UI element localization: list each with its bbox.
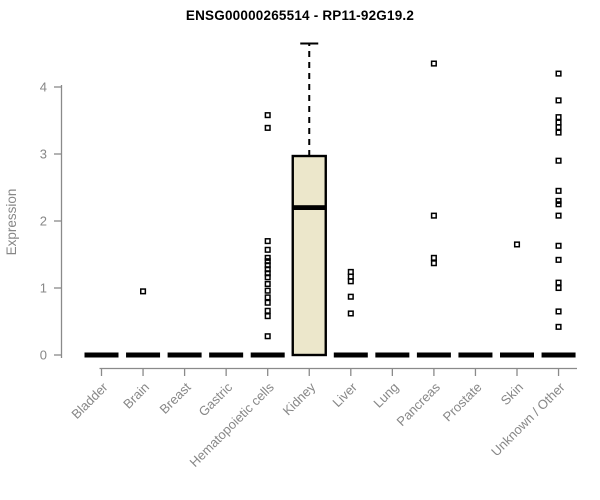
outlier-point-pancreas (430, 260, 437, 267)
outlier-point-unknown-other (555, 201, 562, 208)
y-tick-label-2: 2 (40, 214, 47, 229)
outlier-point-skin (513, 241, 521, 248)
outlier-point-unknown-other (555, 197, 562, 204)
collapsed-box-lung (375, 352, 410, 358)
collapsed-box-bladder (84, 352, 119, 358)
outlier-point-hematopoietic-cells (264, 287, 271, 294)
outlier-point-unknown-other (555, 256, 562, 263)
collapsed-box-brain (126, 352, 161, 358)
outlier-point-hematopoietic-cells (264, 112, 271, 119)
collapsed-box-skin (500, 352, 534, 358)
outlier-point-unknown-other (555, 129, 562, 136)
chart-title: ENSG00000265514 - RP11-92G19.2 (185, 8, 415, 23)
x-tick-label-liver: Liver (329, 379, 360, 410)
outlier-point-hematopoietic-cells (264, 254, 271, 261)
outlier-point-liver (347, 273, 354, 280)
outlier-point-hematopoietic-cells (264, 313, 271, 320)
x-tick-label-bladder: Bladder (68, 379, 111, 422)
x-tick-label-kidney: Kidney (280, 379, 319, 418)
collapsed-box-unknown-other (541, 352, 576, 358)
outlier-point-hematopoietic-cells (264, 333, 271, 340)
outlier-point-pancreas (430, 212, 437, 219)
y-tick-label-0: 0 (40, 348, 47, 363)
collapsed-box-gastric (209, 352, 244, 358)
x-tick-label-skin: Skin (498, 380, 526, 408)
outlier-point-unknown-other (555, 308, 562, 315)
outlier-point-unknown-other (555, 114, 562, 121)
x-tick-label-breast: Breast (157, 379, 194, 416)
x-tick-label-brain: Brain (120, 380, 152, 412)
x-tick-label-unknown-other: Unknown / Other (488, 379, 568, 459)
outlier-point-pancreas (430, 254, 437, 261)
y-tick-label-1: 1 (40, 281, 47, 296)
x-tick-label-pancreas: Pancreas (394, 379, 444, 429)
outlier-point-unknown-other (555, 70, 562, 77)
y-tick-label-4: 4 (40, 80, 47, 95)
outlier-point-pancreas (430, 60, 437, 67)
collapsed-box-pancreas (416, 352, 451, 358)
outlier-point-unknown-other (555, 119, 562, 126)
median-line-kidney (292, 205, 326, 210)
outlier-point-hematopoietic-cells (264, 124, 271, 131)
x-tick-label-gastric: Gastric (196, 379, 236, 419)
collapsed-box-liver (333, 352, 368, 358)
outlier-point-brain (140, 288, 147, 295)
outlier-point-liver (347, 310, 354, 317)
outlier-point-unknown-other (555, 279, 562, 286)
outlier-point-unknown-other (555, 187, 562, 194)
outlier-point-liver (347, 278, 354, 285)
outlier-point-unknown-other (555, 157, 562, 164)
collapsed-box-breast (167, 352, 202, 358)
outlier-point-hematopoietic-cells (264, 294, 271, 301)
outlier-point-hematopoietic-cells (264, 238, 271, 245)
outlier-point-liver (347, 268, 354, 275)
collapsed-box-hematopoietic-cells (250, 352, 285, 358)
outlier-point-unknown-other (555, 284, 562, 292)
y-tick-label-3: 3 (40, 147, 47, 162)
outlier-point-liver (347, 293, 354, 300)
y-axis-title: Expression (4, 189, 19, 256)
outlier-point-unknown-other (555, 242, 562, 249)
outlier-point-hematopoietic-cells (264, 274, 271, 281)
outlier-point-unknown-other (555, 323, 562, 330)
x-tick-label-lung: Lung (370, 380, 401, 411)
outlier-point-hematopoietic-cells (264, 280, 271, 288)
box-kidney (291, 154, 327, 357)
outlier-point-hematopoietic-cells (264, 246, 271, 253)
outlier-point-hematopoietic-cells (264, 307, 271, 314)
collapsed-box-prostate (458, 352, 493, 358)
x-tick-label-prostate: Prostate (440, 380, 485, 425)
outlier-point-hematopoietic-cells (264, 299, 271, 306)
outlier-point-unknown-other (555, 124, 562, 131)
outlier-point-unknown-other (555, 212, 562, 219)
outlier-point-unknown-other (555, 97, 562, 104)
